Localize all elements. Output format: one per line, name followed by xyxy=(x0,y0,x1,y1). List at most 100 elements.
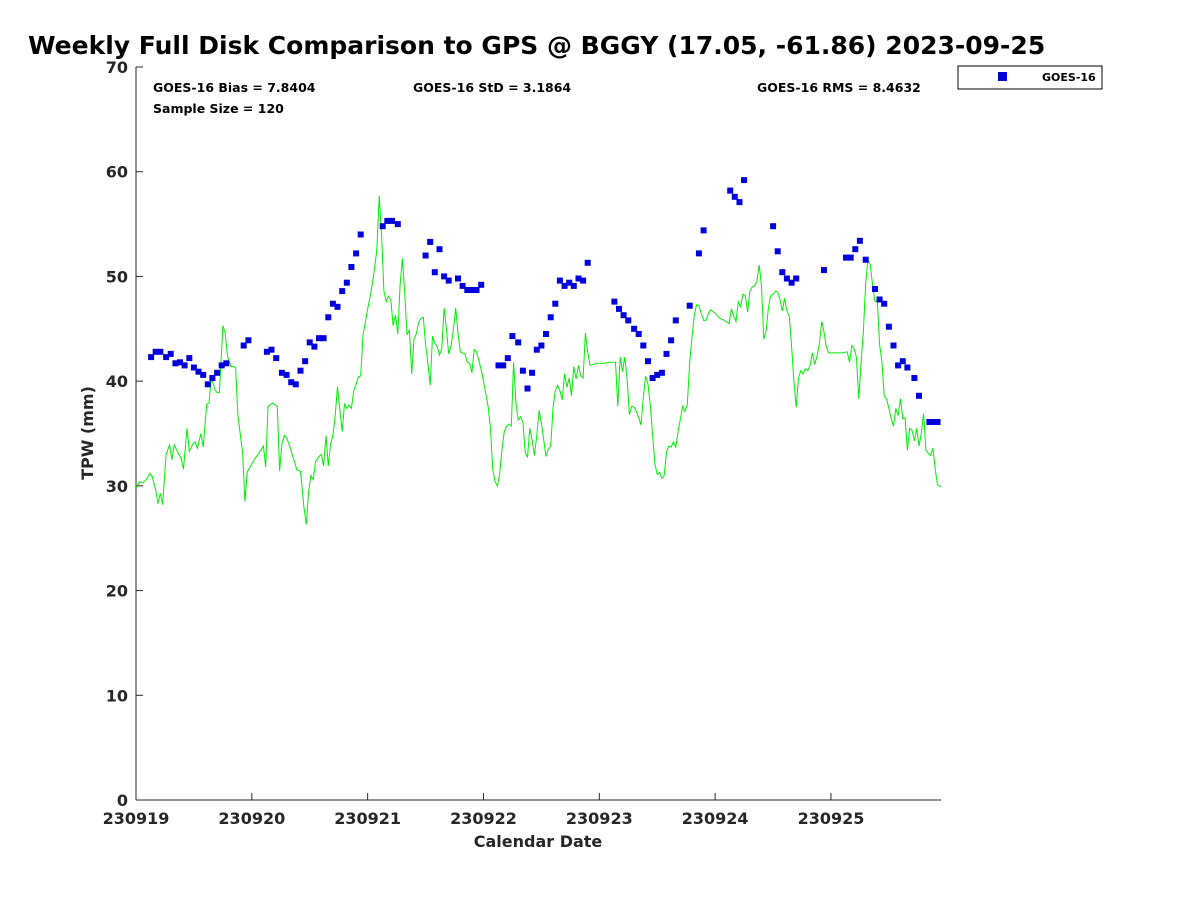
goes16-point xyxy=(500,362,507,369)
goes16-point xyxy=(190,364,197,371)
goes16-point xyxy=(695,250,702,257)
goes16-point xyxy=(663,350,670,357)
goes16-point xyxy=(348,264,355,270)
goes16-point xyxy=(152,348,159,355)
goes16-point xyxy=(177,359,183,366)
y-tick-label: 0 xyxy=(117,791,128,810)
goes16-point xyxy=(843,254,849,261)
goes16-point xyxy=(783,275,790,282)
goes16-point xyxy=(788,279,795,286)
goes16-point xyxy=(455,275,461,282)
goes16-point xyxy=(700,227,707,234)
goes16-point xyxy=(186,355,193,362)
goes16-point xyxy=(856,237,863,244)
goes16-point xyxy=(394,221,401,228)
goes16-point xyxy=(899,358,906,365)
goes16-point xyxy=(852,246,859,253)
sample-size-stat: Sample Size = 120 xyxy=(153,101,284,116)
x-axis-ticks: 230919 230920 230921 230922 230923 230924 2309… xyxy=(103,793,864,828)
goes16-point xyxy=(306,339,313,346)
goes16-point xyxy=(904,364,911,371)
y-tick-label: 50 xyxy=(106,267,128,286)
goes16-point xyxy=(509,333,516,340)
goes16-point xyxy=(736,199,743,206)
goes16-point xyxy=(329,300,336,307)
goes16-point xyxy=(389,217,395,224)
goes16-point xyxy=(268,346,275,353)
legend: GOES-16 xyxy=(957,65,1103,90)
goes16-point xyxy=(167,350,174,357)
goes16-point xyxy=(916,392,922,399)
goes16-point xyxy=(172,360,179,367)
goes16-point xyxy=(431,269,438,276)
goes16-point xyxy=(793,275,800,282)
goes16-point xyxy=(934,419,941,425)
goes16-point xyxy=(495,362,502,369)
y-axis-label: TPW (mm) xyxy=(78,386,97,480)
goes16-point xyxy=(929,419,936,425)
goes16-point xyxy=(847,254,854,261)
goes16-point xyxy=(911,375,918,381)
goes16-point xyxy=(422,252,429,259)
goes16-point xyxy=(584,259,591,266)
bias-stat: GOES-16 Bias = 7.8404 xyxy=(153,80,316,95)
y-tick-label: 30 xyxy=(106,477,128,496)
goes16-point xyxy=(204,381,211,388)
goes16-point xyxy=(538,342,545,349)
legend-box xyxy=(957,65,1103,90)
gps-line xyxy=(135,195,942,525)
goes16-point xyxy=(436,246,443,253)
goes16-point xyxy=(620,312,627,319)
plot-area xyxy=(135,67,941,801)
goes16-point xyxy=(283,371,290,378)
goes16-point xyxy=(320,335,327,342)
goes16-point xyxy=(427,238,434,245)
goes16-point xyxy=(316,335,322,342)
goes16-point xyxy=(890,342,897,349)
goes16-point xyxy=(157,348,164,355)
goes16-point xyxy=(524,385,531,392)
goes16-point xyxy=(148,354,155,361)
goes16-point xyxy=(774,248,781,255)
goes16-point xyxy=(640,342,647,349)
gps-series xyxy=(135,195,942,525)
goes16-point xyxy=(575,275,582,282)
std-stat: GOES-16 StD = 3.1864 xyxy=(413,80,571,95)
goes16-point xyxy=(561,282,568,289)
x-tick-label: 230924 xyxy=(682,809,749,828)
goes16-point xyxy=(292,381,299,388)
goes16-point xyxy=(552,300,559,307)
goes16-point xyxy=(288,379,295,386)
goes16-point xyxy=(441,273,448,280)
goes16-point xyxy=(214,369,221,376)
goes16-point xyxy=(339,288,346,295)
goes16-point xyxy=(357,231,364,238)
goes16-point xyxy=(519,367,526,374)
y-axis-ticks: 0 10 20 30 40 50 60 70 xyxy=(106,58,143,810)
goes16-point xyxy=(529,369,536,376)
goes16-point xyxy=(263,348,270,355)
goes16-point xyxy=(473,287,480,293)
goes16-point xyxy=(478,281,485,288)
goes16-point xyxy=(566,279,573,286)
goes16-point xyxy=(645,358,651,365)
goes16-point xyxy=(895,362,902,369)
goes16-point xyxy=(926,419,933,425)
goes16-point xyxy=(580,277,587,284)
goes16-point xyxy=(353,250,360,257)
goes16-point xyxy=(570,282,577,289)
goes16-point xyxy=(297,367,304,374)
chart-title: Weekly Full Disk Comparison to GPS @ BGG… xyxy=(28,31,1045,60)
x-tick-label: 230922 xyxy=(450,809,517,828)
x-tick-label: 230923 xyxy=(566,809,633,828)
goes16-point xyxy=(302,358,309,365)
goes16-series xyxy=(148,177,941,425)
x-tick-label: 230919 xyxy=(103,809,170,828)
goes16-point xyxy=(862,256,869,263)
legend-label: GOES-16 xyxy=(1042,71,1096,84)
goes16-point xyxy=(181,362,188,369)
goes16-point xyxy=(240,342,247,349)
goes16-point xyxy=(821,267,827,274)
